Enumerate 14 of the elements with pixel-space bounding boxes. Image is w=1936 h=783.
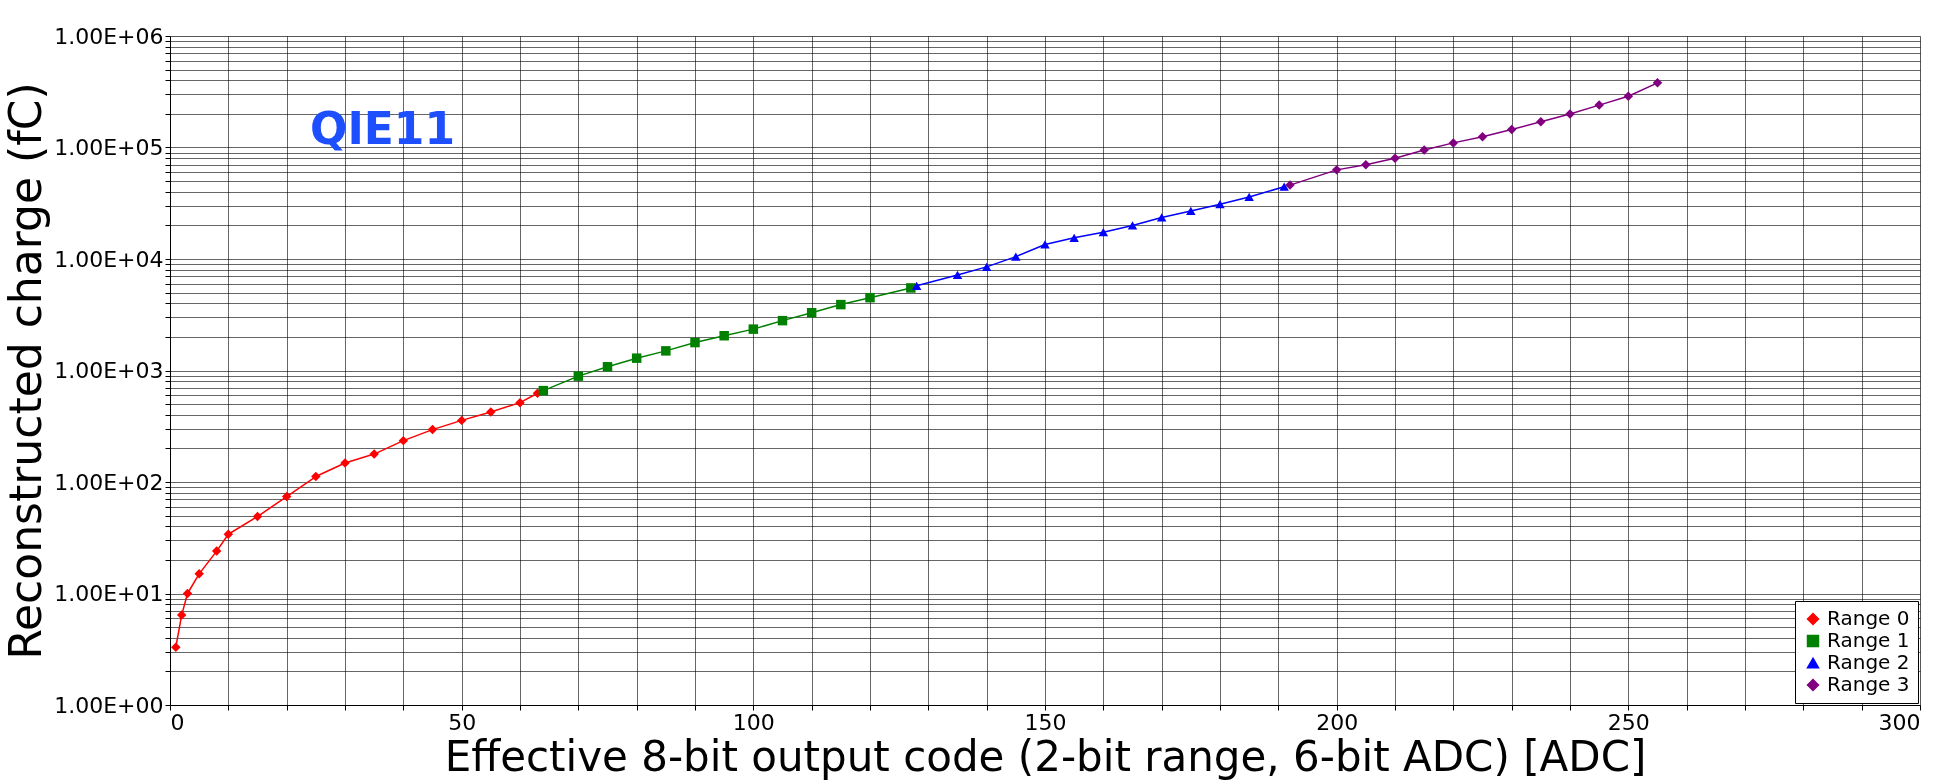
y-axis-title: Reconstructed charge (fC) bbox=[0, 82, 52, 660]
legend-label: Range 3 bbox=[1827, 672, 1910, 696]
legend-label: Range 1 bbox=[1827, 628, 1910, 652]
x-tick-label: 300 bbox=[1878, 709, 1921, 735]
y-tick-label: 1.00E+00 bbox=[54, 692, 164, 718]
x-tick-label: 0 bbox=[170, 709, 185, 735]
y-tick-label: 1.00E+01 bbox=[54, 581, 164, 606]
legend-label: Range 2 bbox=[1827, 650, 1910, 674]
y-tick-label: 1.00E+03 bbox=[54, 358, 164, 383]
y-tick-label: 1.00E+04 bbox=[54, 246, 164, 272]
legend-label: Range 0 bbox=[1827, 606, 1910, 630]
y-tick-label: 1.00E+06 bbox=[54, 23, 164, 49]
y-tick-label: 1.00E+02 bbox=[54, 469, 164, 495]
y-tick-label: 1.00E+05 bbox=[54, 135, 164, 160]
